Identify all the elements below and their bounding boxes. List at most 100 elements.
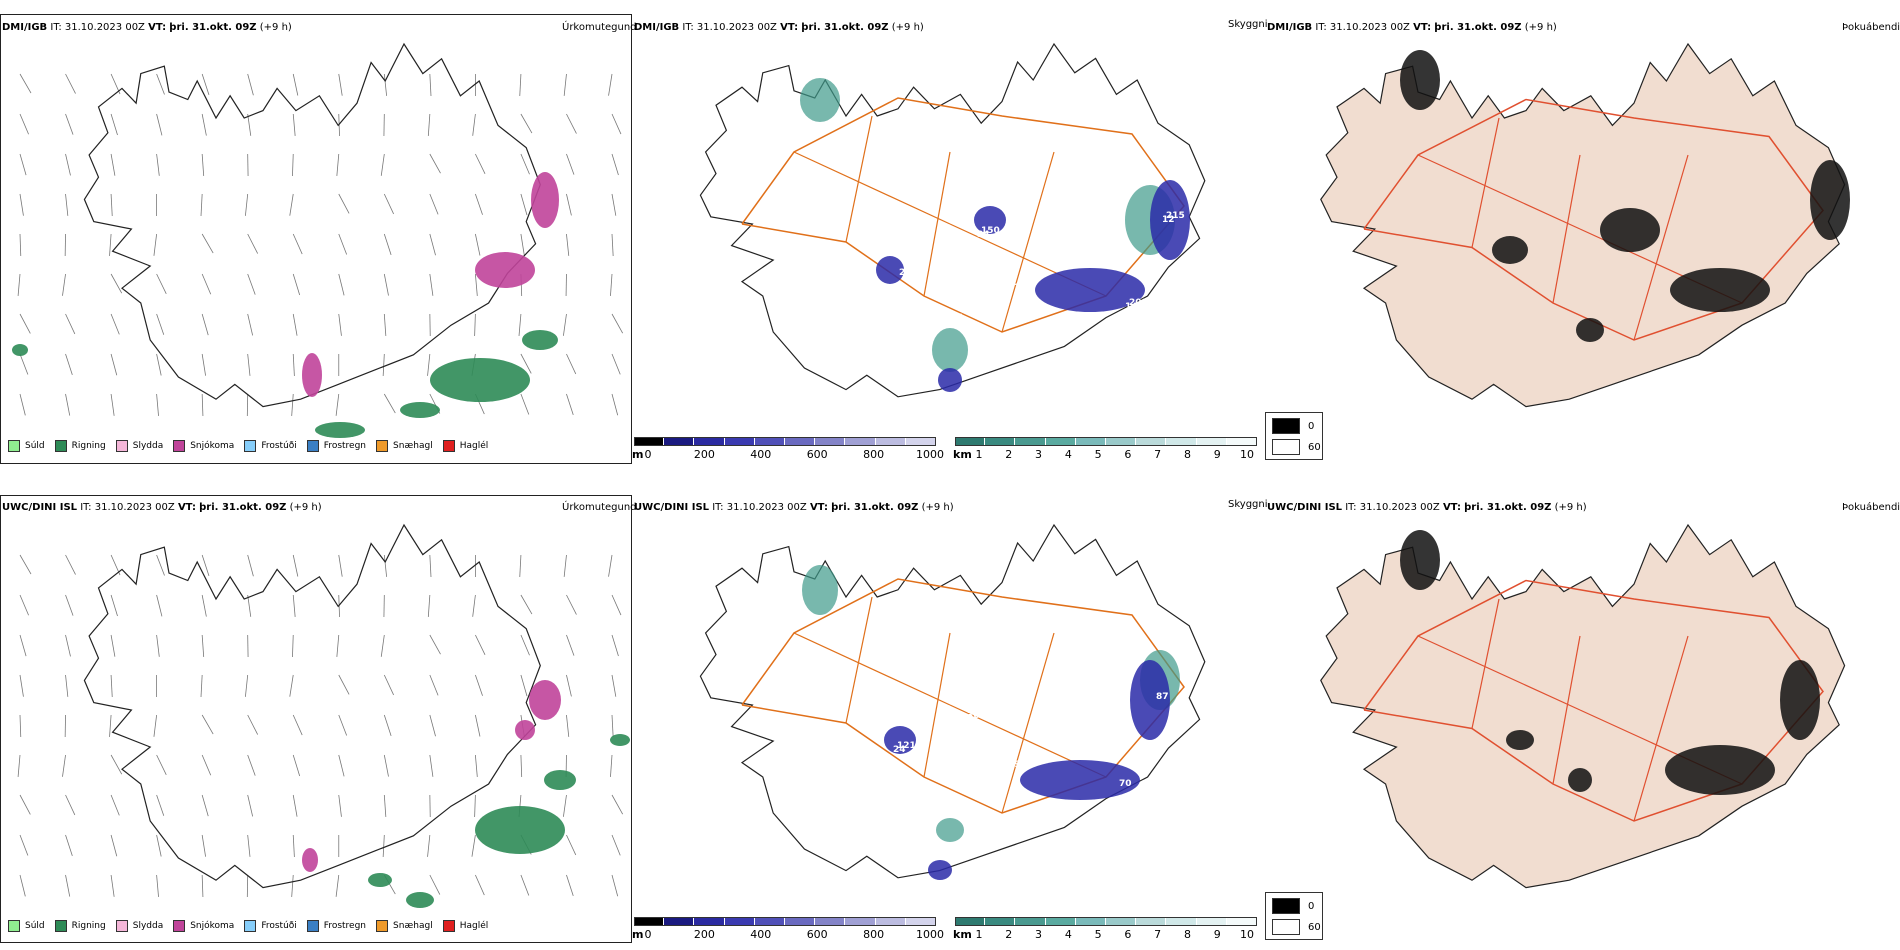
precip-type-panel [0, 495, 632, 943]
wind-barb [429, 634, 441, 655]
wind-barb [383, 233, 392, 256]
legend-label: Frostregn [323, 441, 367, 451]
wind-barb [566, 834, 577, 856]
wind-barb [65, 313, 76, 335]
wind-barb [292, 233, 303, 255]
wind-barb [291, 393, 294, 416]
colorbar-tick: 400 [750, 448, 772, 461]
colorbar-unit: m [632, 448, 644, 461]
wind-barb [156, 794, 165, 816]
wind-barb [62, 273, 66, 296]
wind-barb [474, 714, 481, 737]
legend-swatch [54, 920, 67, 932]
wind-barb [475, 193, 483, 215]
wind-barb [19, 153, 27, 176]
wind-barb [19, 554, 32, 575]
low-cloud-area [1150, 180, 1190, 260]
colorbar-segment [634, 918, 665, 926]
colorbar-tick: 6 [1124, 448, 1132, 461]
wind-barb [65, 794, 76, 816]
wind-barb [156, 393, 159, 416]
cloud-base-label: 150 [981, 226, 1000, 236]
legend-item: Frostregn [306, 920, 366, 932]
wind-barb [65, 554, 76, 575]
cloud-base-label: 175 [1018, 279, 1037, 289]
wind-barb [610, 273, 613, 296]
cloud-base-label: 124 [934, 794, 953, 804]
wind-barb [201, 393, 204, 417]
colorbar-segment [634, 438, 665, 446]
cloud-base-label: 86 [860, 688, 873, 698]
wind-barb [201, 714, 214, 735]
colorbar-tick: 4 [1064, 448, 1072, 461]
wind-barb [427, 353, 431, 376]
wind-barb [247, 794, 254, 817]
cloud-base-label: 73 [971, 707, 984, 717]
wind-barb [247, 754, 256, 776]
wind-barb [156, 554, 165, 576]
cloud-base-colorbar: m 0 200 400 600 800 1000 [632, 436, 944, 464]
legend-label: Súld [25, 441, 45, 451]
snow-area [529, 680, 561, 720]
wind-barb [292, 313, 298, 336]
wind-barb [19, 193, 24, 216]
wind-barb [156, 594, 163, 617]
wind-barb [292, 73, 299, 96]
wind-barb [156, 834, 162, 857]
snow-area [302, 353, 322, 397]
wind-barb [110, 153, 116, 176]
wind-barb [110, 193, 113, 216]
wind-barb [110, 273, 123, 294]
wind-barb [247, 113, 252, 136]
wind-barb [65, 874, 71, 897]
wind-barb [65, 353, 73, 376]
road-network [1471, 598, 1500, 729]
low-cloud-area [876, 256, 904, 284]
colorbar-segment [1015, 918, 1046, 926]
colorbar-tick: 800 [863, 928, 885, 941]
cloud-base-label: 176 [944, 313, 963, 323]
wind-barb [566, 233, 570, 256]
fog-area [1568, 768, 1592, 792]
panel-header: DMI/IGB IT: 31.10.2023 00Z VT: þri. 31.o… [2, 22, 292, 33]
wind-barb [608, 73, 613, 96]
colorbar-tick: 1000 [916, 448, 944, 461]
coastline [83, 42, 541, 408]
visibility-colorbar: km 1 2 3 4 5 6 7 8 9 10 [953, 916, 1257, 944]
wind-barb [611, 794, 624, 815]
panel-type-label: Skyggni [1228, 499, 1268, 510]
wind-barb [335, 393, 340, 416]
legend-label: Frostúði [261, 441, 297, 451]
colorbar-tick: 8 [1183, 928, 1191, 941]
road-network [1633, 635, 1689, 822]
wind-barb [611, 834, 621, 856]
snow-area [531, 172, 559, 228]
wind-barb [19, 393, 26, 416]
legend-label: Snæhagl [393, 441, 433, 451]
wind-barb [383, 273, 389, 296]
wind-barb [65, 834, 73, 857]
wind-barb [65, 674, 69, 697]
legend-swatch [244, 440, 257, 452]
wind-barb [200, 193, 203, 216]
wind-barb [611, 674, 617, 697]
wind-barb [566, 634, 575, 656]
wind-barb [110, 834, 118, 857]
colorbar-tick: 6 [1124, 928, 1132, 941]
wind-barb [292, 153, 294, 177]
legend-item: Rigning [54, 440, 106, 452]
precip-type-legend: Súld Rigning Slydda Snjókoma Frostúði Frostre… [8, 920, 498, 932]
colorbar-tick: 600 [806, 928, 828, 941]
fog-legend: 0 60 [1265, 412, 1323, 460]
colorbar-segment [1196, 918, 1227, 926]
wind-barb [201, 153, 205, 176]
wind-barb [338, 233, 348, 255]
wind-barb [247, 554, 254, 577]
wind-barb [611, 313, 624, 334]
colorbar-segment [1075, 918, 1106, 926]
wind-barb [383, 393, 396, 414]
wind-barb [292, 794, 298, 817]
colorbar-tick: 200 [693, 448, 715, 461]
low-cloud-area [1035, 268, 1145, 312]
wind-barb [201, 113, 207, 136]
